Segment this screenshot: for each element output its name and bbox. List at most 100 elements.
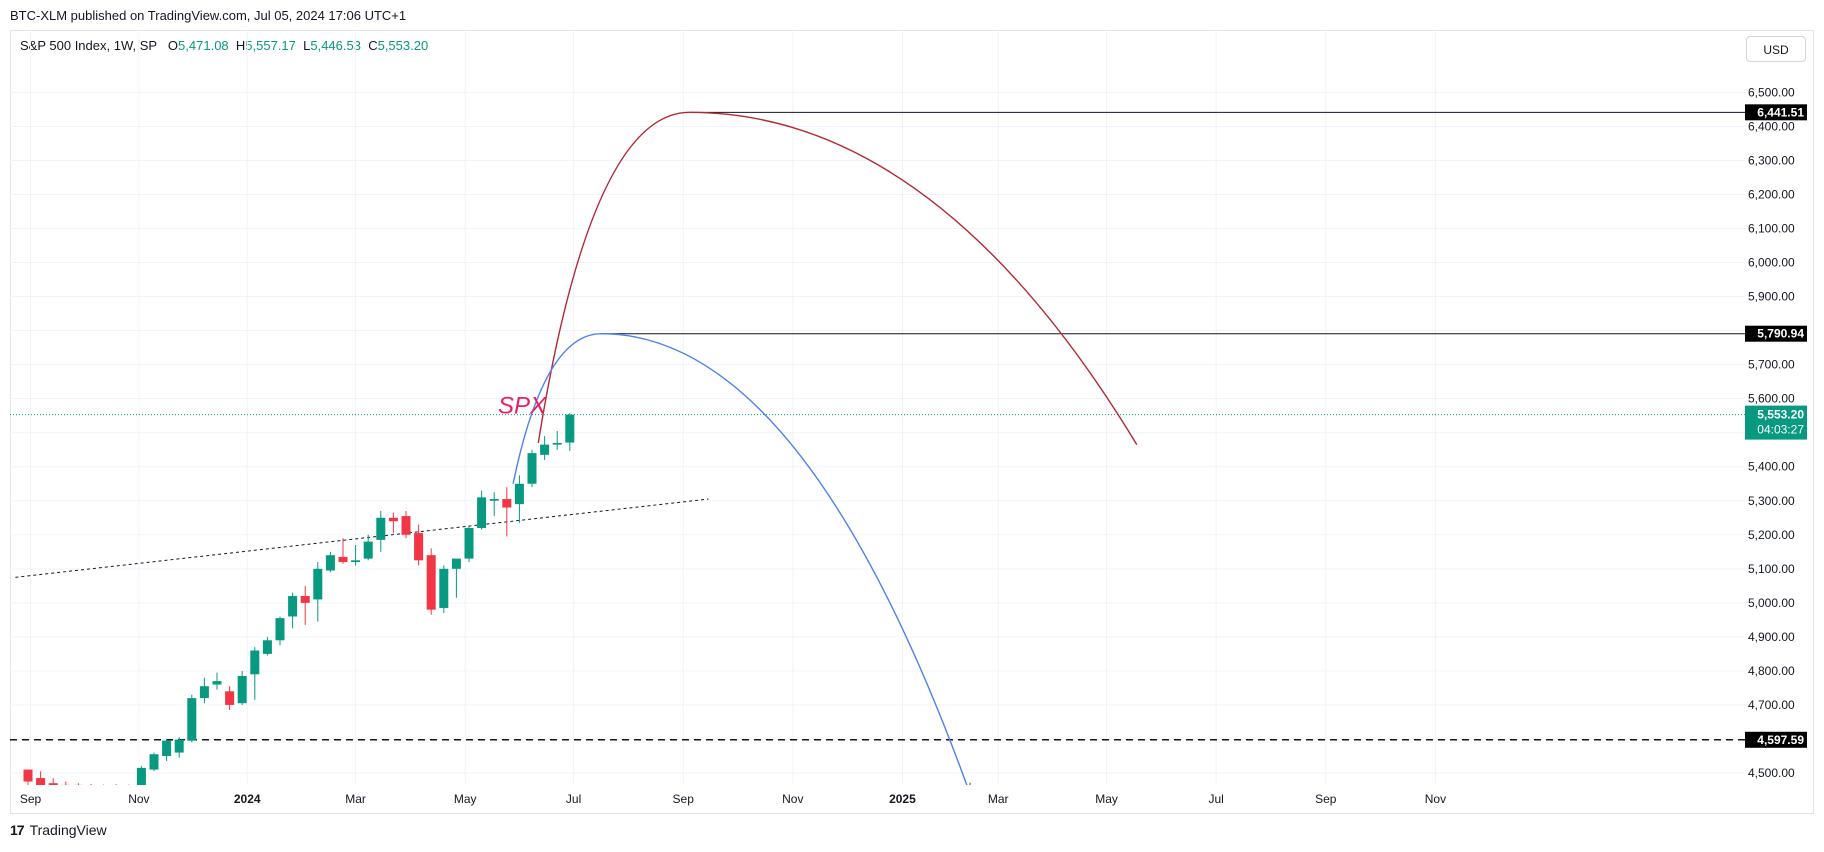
y-tick-label: 6,100.00 (1748, 222, 1795, 236)
candle-body-down (61, 784, 71, 785)
y-tick-label: 6,300.00 (1748, 153, 1795, 167)
x-tick-label: Sep (20, 792, 42, 806)
candle-body-down (502, 499, 512, 508)
candle-body-down (414, 533, 424, 561)
candle-body-up (250, 650, 260, 675)
candle-body-up (376, 517, 386, 540)
candle-body-up (451, 558, 461, 569)
open-value: 5,471.08 (178, 38, 229, 53)
low-value: 5,446.53 (310, 38, 361, 53)
candle-body-up (552, 442, 562, 445)
candle-body-up (162, 740, 172, 756)
currency-button[interactable]: USD (1746, 36, 1806, 62)
x-tick-label: 2025 (889, 792, 916, 806)
candle-body-up (174, 739, 184, 753)
blue-level-label-bg (1745, 325, 1807, 342)
time-axis[interactable]: Sep Nov 2024 Mar May Jul Sep Nov 2025 Mar May Jul Se… (20, 792, 1446, 806)
high-value: 5,557.17 (245, 38, 296, 53)
countdown-label: 04:03:27 (1757, 423, 1804, 437)
candle-body-down (36, 778, 46, 785)
y-tick-label: 6,400.00 (1748, 119, 1795, 133)
candles (23, 413, 575, 788)
x-tick-label: Sep (1315, 792, 1337, 806)
x-tick-label: Jul (1209, 792, 1224, 806)
candle-body-up (540, 444, 550, 455)
candle-body-down (112, 786, 121, 787)
y-tick-label: 5,000.00 (1748, 596, 1795, 610)
y-tick-label: 6,200.00 (1748, 188, 1795, 202)
y-tick-label: 5,900.00 (1748, 290, 1795, 304)
candle-body-down (401, 516, 411, 535)
candle-body-down (300, 596, 310, 603)
candle-body-up (288, 596, 298, 617)
grid-lines (10, 30, 1745, 785)
high-label: H (235, 38, 246, 53)
blue-projection-arc (512, 332, 968, 785)
candle-body-down (426, 555, 436, 610)
y-tick-label: 5,200.00 (1748, 528, 1795, 542)
annotations: SPX (498, 392, 547, 419)
dotted-trendline (15, 498, 709, 578)
y-tick-label: 4,700.00 (1748, 698, 1795, 712)
open-label: O (167, 38, 179, 53)
y-tick-label: 4,800.00 (1748, 664, 1795, 678)
candle-body-up (514, 483, 524, 505)
x-tick-label: Nov (1425, 792, 1446, 806)
candle-body-down (48, 783, 58, 785)
x-tick-label: 2024 (234, 792, 261, 806)
close-label: C (368, 38, 378, 53)
support-level-label: 4,597.59 (1757, 733, 1804, 747)
candle-body-down (338, 556, 348, 563)
close-value: 5,553.20 (377, 38, 429, 53)
footer-brand: 17 TradingView (10, 822, 107, 838)
symbol-name[interactable]: S&P 500 Index, 1W, SP (20, 38, 158, 53)
red-projection-arc (537, 111, 1138, 445)
y-tick-label: 5,700.00 (1748, 358, 1795, 372)
y-tick-label: 6,000.00 (1748, 256, 1795, 270)
candle-body-up (464, 527, 474, 559)
candle-body-up (199, 686, 209, 699)
x-tick-label: Sep (673, 792, 695, 806)
x-tick-label: Nov (128, 792, 149, 806)
candle-body-up (237, 676, 247, 704)
x-tick-label: May (1095, 792, 1118, 806)
candle-body-up (149, 754, 159, 770)
candle-body-down (124, 787, 133, 788)
last-price-label-bg (1745, 405, 1807, 440)
candle-body-down (87, 786, 96, 787)
y-tick-label: 5,400.00 (1748, 460, 1795, 474)
publisher-line: BTC-XLM published on TradingView.com, Ju… (10, 8, 407, 23)
candle-body-up (489, 499, 499, 501)
brand-name: TradingView (29, 822, 107, 838)
y-tick-label: 6,500.00 (1748, 85, 1795, 99)
candle-body-down (23, 769, 33, 782)
y-tick-label: 4,500.00 (1748, 766, 1795, 780)
candle-body-up (275, 618, 285, 641)
candle-body-up (351, 560, 361, 563)
x-tick-label: May (454, 792, 477, 806)
tradingview-logo-icon: 17 (10, 822, 25, 838)
symbol-legend: S&P 500 Index, 1W, SP O5,471.08 H5,557.1… (20, 38, 428, 53)
candle-body-up (439, 568, 449, 608)
candle-body-up (313, 568, 323, 600)
candle-body-up (325, 555, 335, 571)
x-tick-label: Mar (988, 792, 1009, 806)
y-tick-label: 5,100.00 (1748, 562, 1795, 576)
drawing-overlays (10, 111, 1745, 785)
candle-body-up (527, 453, 537, 484)
y-tick-label: 5,300.00 (1748, 494, 1795, 508)
y-tick-label: 4,900.00 (1748, 630, 1795, 644)
chart-frame (10, 30, 1814, 814)
x-tick-label: Jul (566, 792, 581, 806)
x-tick-label: Mar (345, 792, 366, 806)
candle-body-up (262, 640, 272, 654)
support-level-label-bg (1745, 731, 1807, 748)
candle-body-down (99, 786, 108, 787)
candle-body-up (363, 541, 373, 559)
candle-body-up (187, 698, 197, 741)
candle-body-down (388, 517, 398, 522)
candle-body-down (73, 784, 83, 785)
candle-body-up (477, 497, 487, 528)
